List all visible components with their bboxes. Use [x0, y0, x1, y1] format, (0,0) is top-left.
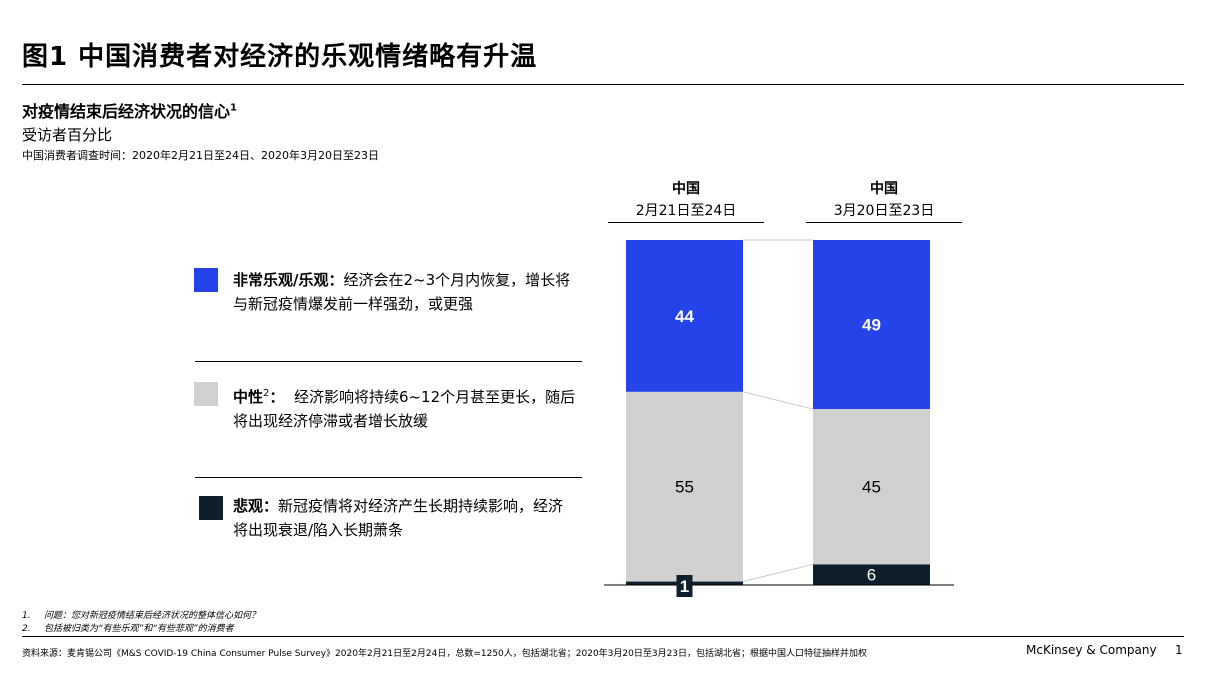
legend-footnote-mark-neutral: 2	[263, 388, 270, 399]
legend-desc-neutral: 经济影响将持续6~12个月甚至更长，随后将出现经济停滞或者增长放缓	[233, 388, 576, 430]
legend-divider	[195, 477, 582, 478]
legend-label-neutral-colon: ：	[269, 388, 285, 406]
bar-segment-optimistic	[626, 240, 743, 392]
legend-label-neutral: 中性	[233, 388, 264, 406]
legend-swatch-optimistic	[194, 268, 218, 292]
column-header-period: 2月21日至24日	[608, 200, 764, 223]
legend-desc-optimistic: 经济会在2~3个月内恢复，增长将与新冠疫情爆发前一样强劲，或更强	[233, 271, 571, 313]
survey-time: 中国消费者调查时间：2020年2月21日至24日、2020年3月20日至23日	[22, 149, 379, 162]
column-header-feb: 中国 2月21日至24日	[608, 178, 764, 223]
connector-line	[742, 563, 814, 583]
footnote-number: 1.	[22, 611, 31, 621]
page-number: 1	[1175, 643, 1183, 657]
chart-subtitle-text: 对疫情结束后经济状况的信心	[22, 102, 231, 121]
column-header-region: 中国	[870, 181, 898, 197]
legend-swatch-pessimistic	[199, 496, 223, 520]
legend-label-pessimistic: 悲观：	[233, 497, 279, 515]
data-label-pessimistic: 6	[867, 566, 876, 585]
footnote-2: 2. 包括被归类为“有些乐观”和“有些悲观”的消费者	[22, 621, 234, 634]
legend-label-optimistic: 非常乐观/乐观：	[233, 271, 344, 289]
bar-segment-neutral	[626, 391, 743, 582]
data-label-optimistic: 49	[862, 316, 881, 335]
chart-subtitle-footnote-mark: 1	[230, 102, 237, 114]
data-label-neutral: 45	[862, 478, 881, 497]
legend-item-optimistic: 非常乐观/乐观：经济会在2~3个月内恢复，增长将与新冠疫情爆发前一样强劲，或更强	[233, 268, 578, 316]
legend-divider	[195, 361, 582, 362]
title-rule	[22, 84, 1184, 85]
footnote-1: 1. 问题：您对新冠疫情结束后经济状况的整体信心如何？	[22, 608, 260, 621]
footnote-number: 2.	[22, 624, 31, 634]
brand-label: McKinsey & Company	[1026, 643, 1157, 657]
data-label-optimistic: 44	[675, 307, 694, 326]
data-label-pessimistic: 1	[680, 577, 689, 596]
chart-subtitle: 对疫情结束后经济状况的信心1	[22, 98, 237, 122]
connector-line	[742, 391, 814, 410]
column-header-region: 中国	[672, 181, 700, 197]
footnote-text: 包括被归类为“有些乐观”和“有些悲观”的消费者	[44, 624, 234, 634]
source-note: 资料来源：麦肯锡公司《M&S COVID-19 China Consumer P…	[22, 649, 868, 659]
unit-label: 受访者百分比	[22, 126, 113, 144]
footer-rule	[22, 636, 1184, 637]
legend-desc-pessimistic: 新冠疫情将对经济产生长期持续影响，经济将出现衰退/陷入长期萧条	[233, 497, 564, 539]
legend-swatch-neutral	[194, 382, 218, 406]
legend-item-pessimistic: 悲观：新冠疫情将对经济产生长期持续影响，经济将出现衰退/陷入长期萧条	[233, 494, 578, 542]
data-label-box	[676, 575, 693, 597]
data-label-neutral: 55	[675, 478, 694, 497]
bar-segment-pessimistic	[813, 564, 930, 585]
column-header-mar: 中国 3月20日至23日	[806, 178, 962, 223]
bar-segment-optimistic	[813, 240, 930, 410]
legend-item-neutral: 中性2： 经济影响将持续6~12个月甚至更长，随后将出现经济停滞或者增长放缓	[233, 382, 578, 433]
page-title: 图1 中国消费者对经济的乐观情绪略有升温	[22, 42, 538, 72]
bar-segment-neutral	[813, 409, 930, 565]
footnote-text: 问题：您对新冠疫情结束后经济状况的整体信心如何？	[44, 611, 261, 621]
column-header-period: 3月20日至23日	[806, 200, 962, 223]
